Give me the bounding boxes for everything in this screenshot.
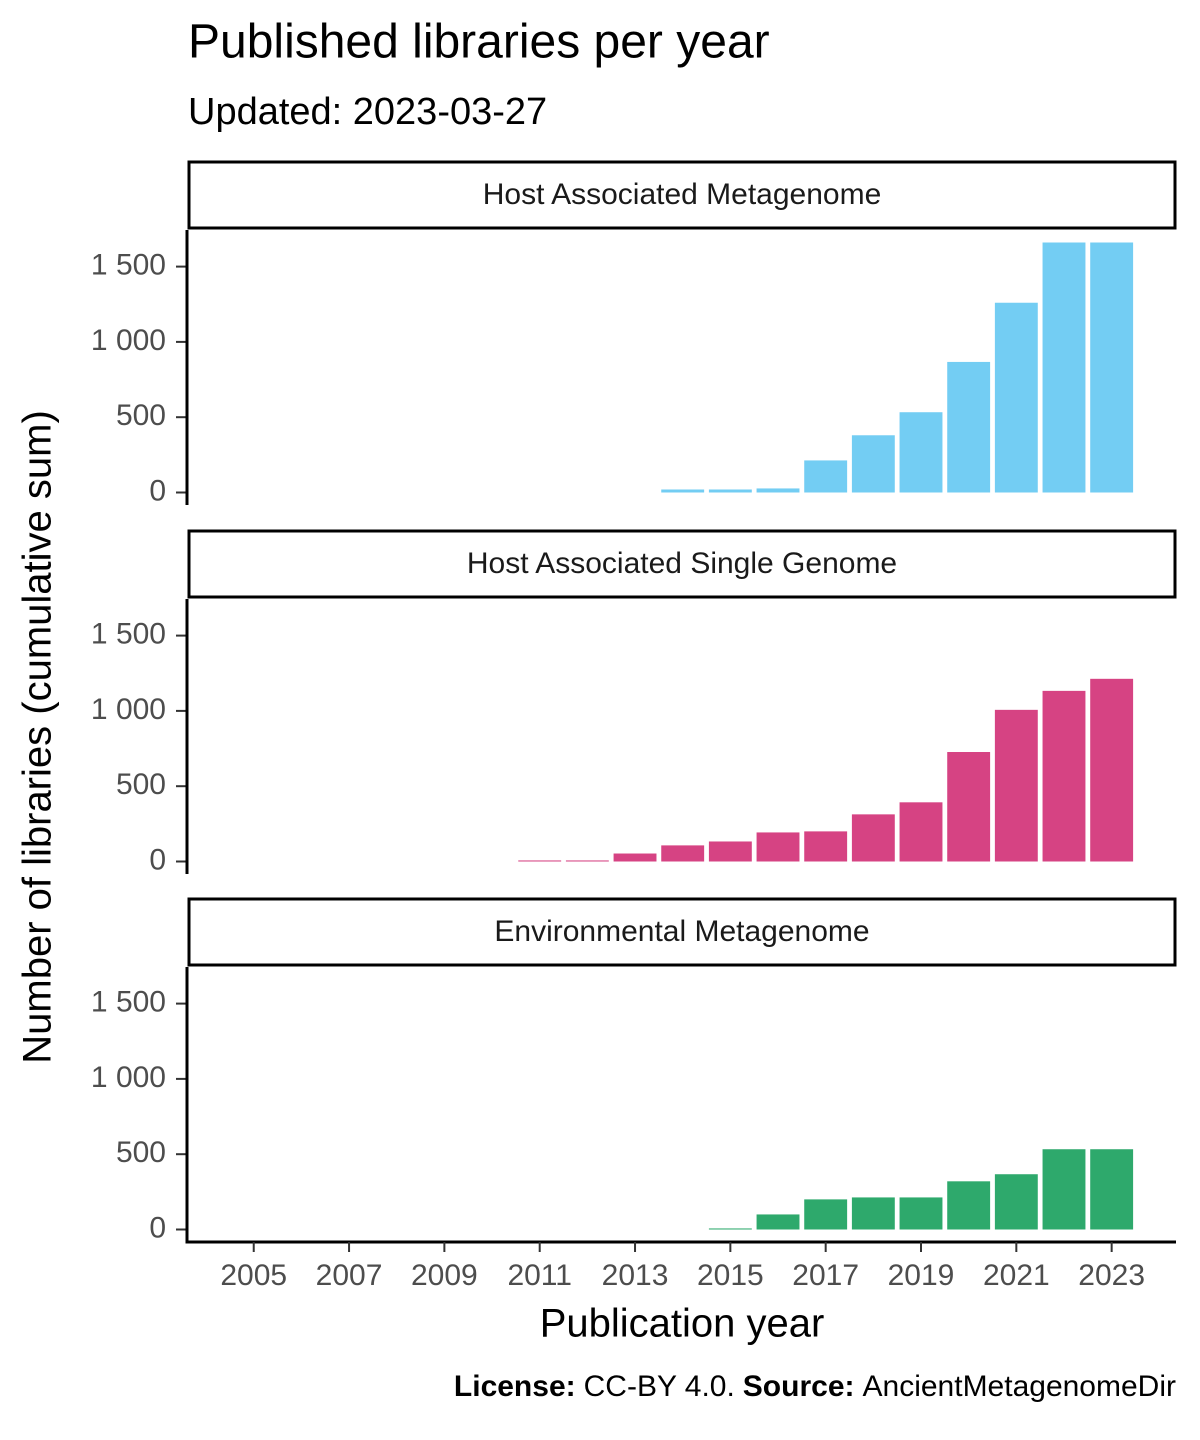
bar — [613, 853, 657, 862]
bar — [947, 361, 991, 493]
bar — [661, 845, 705, 862]
x-tick-label: 2021 — [983, 1259, 1050, 1292]
facet-title: Host Associated Single Genome — [467, 547, 897, 580]
x-tick-label: 2011 — [507, 1259, 572, 1292]
y-tick-label: 1 000 — [91, 324, 166, 357]
y-tick-label: 1 000 — [91, 1061, 166, 1094]
caption-text: AncientMetagenomeDir — [862, 1370, 1177, 1403]
bar — [1090, 678, 1134, 862]
y-tick-label: 0 — [149, 474, 166, 507]
y-tick-label: 0 — [149, 843, 166, 876]
bar — [708, 1228, 752, 1230]
x-tick-label: 2005 — [220, 1259, 287, 1292]
bar — [851, 814, 895, 862]
bar — [708, 841, 752, 862]
facet-strip — [187, 160, 1177, 230]
x-tick-label: 2007 — [316, 1259, 383, 1292]
bar — [1042, 690, 1086, 862]
bar — [756, 832, 800, 862]
caption-text: CC-BY 4.0. — [583, 1370, 735, 1403]
bar — [947, 1181, 991, 1230]
bar — [994, 709, 1038, 862]
x-tick-label: 2017 — [792, 1259, 859, 1292]
bar — [851, 1197, 895, 1230]
y-tick-label: 1 500 — [91, 618, 166, 651]
bar — [661, 489, 705, 493]
bar — [899, 412, 943, 493]
x-tick-label: 2015 — [697, 1259, 764, 1292]
y-tick-label: 500 — [116, 399, 166, 432]
y-tick-label: 1 000 — [91, 693, 166, 726]
bar — [1042, 242, 1086, 493]
bar — [565, 860, 609, 862]
facet-strip — [187, 897, 1177, 967]
chart-title: Published libraries per year — [188, 16, 770, 69]
bar — [518, 860, 562, 862]
bar — [994, 302, 1038, 493]
x-tick-label: 2019 — [888, 1259, 955, 1292]
bar — [708, 489, 752, 493]
bar — [899, 1197, 943, 1230]
bar — [756, 1214, 800, 1230]
y-tick-label: 500 — [116, 1136, 166, 1169]
facet-title: Environmental Metagenome — [494, 915, 869, 948]
y-tick-label: 500 — [116, 768, 166, 801]
x-axis-title: Publication year — [540, 1302, 825, 1346]
caption: License: CC-BY 4.0. Source: AncientMetageno… — [454, 1370, 1176, 1404]
y-axis-title: Number of libraries (cumulative sum) — [16, 410, 60, 1064]
facet-title: Host Associated Metagenome — [483, 178, 882, 211]
facet-strip — [187, 529, 1177, 599]
y-tick-label: 0 — [149, 1211, 166, 1244]
bar — [1090, 1149, 1134, 1230]
bar — [756, 488, 800, 493]
bar — [1090, 242, 1134, 493]
caption-label: Source: — [742, 1370, 855, 1403]
y-tick-label: 1 500 — [91, 986, 166, 1019]
bar — [994, 1174, 1038, 1230]
bar — [851, 435, 895, 493]
bar — [947, 752, 991, 862]
x-tick-label: 2013 — [602, 1259, 669, 1292]
caption-label: License: — [453, 1370, 576, 1403]
chart-subtitle: Updated: 2023-03-27 — [188, 91, 547, 133]
x-tick-label: 2009 — [411, 1259, 478, 1292]
bar — [804, 831, 848, 862]
x-tick-label: 2023 — [1078, 1259, 1145, 1292]
bar — [899, 802, 943, 862]
bar — [1042, 1149, 1086, 1230]
bar — [804, 1199, 848, 1230]
bar — [804, 460, 848, 493]
y-tick-label: 1 500 — [91, 249, 166, 282]
